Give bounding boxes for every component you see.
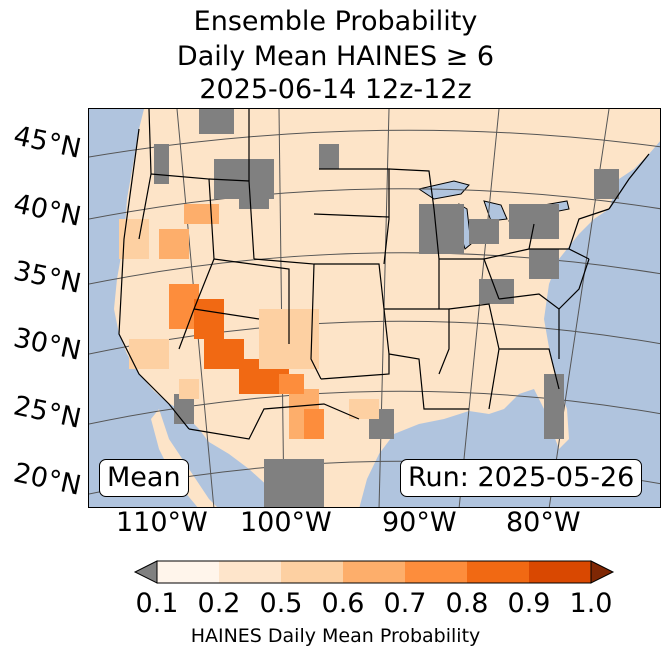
colorbar-tick-label: 0.2 bbox=[197, 588, 241, 619]
state-boundaries bbox=[118, 109, 650, 440]
colorbar-bin bbox=[343, 561, 406, 583]
colorbar-bin bbox=[405, 561, 468, 583]
colorbar-bin bbox=[219, 561, 282, 583]
masked-areas bbox=[154, 109, 619, 507]
statistic-label-box: Mean bbox=[99, 459, 189, 497]
colorbar-tick-label: 0.6 bbox=[321, 588, 365, 619]
colorbar-under-arrow bbox=[133, 560, 158, 584]
colorbar-tick-label: 0.7 bbox=[383, 588, 427, 619]
lon-label-80w: 80°W bbox=[506, 507, 581, 538]
colorbar-bin bbox=[281, 561, 344, 583]
run-date-label-box: Run: 2025-05-26 bbox=[400, 459, 643, 497]
colorbar-tick-label: 0.9 bbox=[507, 588, 551, 619]
colorbar-label: HAINES Daily Mean Probability bbox=[190, 625, 481, 647]
colorbar bbox=[133, 560, 615, 584]
colorbar-over-arrow bbox=[590, 560, 615, 584]
colorbar-tick-label: 0.8 bbox=[445, 588, 489, 619]
lon-label-90w: 90°W bbox=[382, 507, 457, 538]
title-line-2: Daily Mean HAINES ≥ 6 bbox=[176, 41, 495, 72]
map-panel: Mean Run: 2025-05-26 bbox=[88, 108, 661, 508]
title-line-3: 2025-06-14 12z-12z bbox=[199, 74, 472, 105]
colorbar-tick-label: 1.0 bbox=[569, 588, 613, 619]
colorbar-tick-label: 0.1 bbox=[135, 588, 179, 619]
title-line-1: Ensemble Probability bbox=[193, 6, 478, 37]
colorbar-bin bbox=[467, 561, 530, 583]
colorbar-bin bbox=[529, 561, 592, 583]
lon-label-110w: 110°W bbox=[116, 507, 208, 538]
lon-label-100w: 100°W bbox=[240, 507, 332, 538]
map-canvas bbox=[89, 109, 660, 507]
colorbar-frame bbox=[156, 560, 592, 584]
colorbar-tick-label: 0.5 bbox=[259, 588, 303, 619]
colorbar-bin bbox=[157, 561, 220, 583]
